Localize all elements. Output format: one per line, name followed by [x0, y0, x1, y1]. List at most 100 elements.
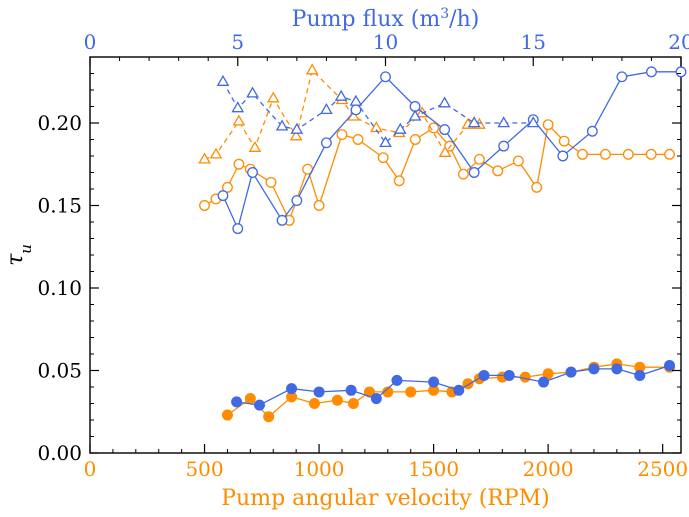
x-tick-label-top: 0 [84, 30, 97, 54]
series-line [204, 68, 480, 160]
series-line [204, 123, 670, 223]
open-circle-marker [380, 71, 391, 83]
open-circle-marker [428, 122, 440, 134]
triangle-marker [334, 89, 348, 101]
filled-circle-marker [308, 398, 320, 409]
y-tick-label: 0.10 [37, 276, 82, 300]
open-circle-marker [233, 158, 245, 170]
filled-circle-marker [478, 369, 490, 381]
x-tick-label-bottom: 1500 [408, 457, 459, 481]
filled-circle-marker [231, 396, 243, 408]
filled-circle-marker [244, 393, 256, 405]
triangle-marker [275, 119, 289, 131]
triangle-marker [290, 122, 304, 134]
triangle-marker [209, 147, 223, 159]
triangle-marker [231, 101, 245, 113]
open-circle-marker [291, 195, 303, 207]
series-line [227, 363, 670, 418]
x-axis-title-top: Pump flux (m3/h) [292, 6, 480, 32]
filled-circle-marker [370, 393, 382, 405]
series-layer [198, 63, 687, 423]
open-circle-marker [199, 200, 210, 211]
x-tick-label-top: 20 [668, 30, 689, 54]
open-circle-marker [512, 155, 524, 167]
triangle-marker [248, 141, 262, 152]
open-circle-marker [586, 125, 598, 137]
x-tick-label-top: 10 [373, 30, 398, 54]
filled-circle-marker [565, 366, 577, 378]
x-axis-title-bottom: Pump angular velocity (RPM) [221, 486, 550, 511]
open-circle-marker [350, 104, 362, 116]
y-tick-label: 0.05 [37, 359, 82, 383]
open-circle-marker [599, 148, 611, 160]
open-circle-marker [646, 66, 657, 78]
filled-circle-marker [313, 386, 325, 398]
x-tick-label-top: 5 [231, 30, 244, 54]
open-circle-marker [439, 124, 451, 136]
filled-circle-marker [519, 371, 531, 383]
open-circle-marker [276, 214, 288, 226]
filled-circle-marker [664, 360, 676, 372]
triangle-marker [438, 96, 451, 108]
open-circle-marker [313, 200, 325, 211]
x-tick-label-bottom: 0 [84, 457, 97, 481]
y-axis-title: τu [3, 244, 35, 266]
filled-circle-marker [331, 394, 343, 406]
y-tick-label: 0.20 [37, 111, 82, 135]
filled-circle-marker [453, 384, 465, 396]
filled-circle-marker [405, 386, 417, 398]
open-circle-marker [393, 175, 405, 187]
series-2 [217, 66, 687, 235]
open-circle-marker [247, 167, 258, 178]
series-1 [198, 63, 486, 164]
open-circle-marker [498, 140, 510, 152]
triangle-marker [198, 152, 211, 164]
open-circle-marker [664, 148, 675, 160]
x-tick-label-bottom: 2000 [523, 457, 574, 481]
triangle-marker [497, 116, 511, 128]
triangle-marker [266, 91, 280, 103]
triangle-marker [216, 74, 230, 86]
x-tick-label-bottom: 2500 [637, 457, 688, 481]
x-tick-label-top: 15 [521, 30, 546, 54]
x-tick-label-bottom: 1000 [294, 457, 345, 481]
filled-circle-marker [347, 398, 359, 409]
triangle-marker [467, 116, 481, 128]
filled-circle-marker [286, 383, 298, 395]
open-circle-marker [377, 152, 389, 164]
open-circle-marker [542, 119, 554, 131]
triangle-marker [369, 121, 383, 133]
triangle-marker [438, 145, 452, 157]
triangle-marker [408, 109, 422, 121]
open-circle-marker [457, 168, 469, 180]
triangle-marker [320, 102, 333, 115]
filled-circle-marker [382, 386, 394, 398]
series-0 [199, 119, 675, 226]
open-circle-marker [217, 190, 229, 202]
open-circle-marker [352, 134, 364, 145]
filled-circle-marker [634, 369, 646, 381]
triangle-marker [526, 116, 540, 128]
open-circle-marker [577, 148, 588, 160]
filled-circle-marker [611, 363, 623, 375]
filled-circle-marker [345, 384, 357, 396]
y-tick-label: 0.00 [37, 441, 82, 465]
triangle-marker [393, 122, 407, 134]
open-circle-marker [232, 223, 244, 235]
y-tick-label: 0.15 [37, 194, 82, 218]
filled-circle-marker [538, 376, 550, 388]
open-circle-marker [409, 134, 421, 145]
open-circle-marker [616, 71, 628, 83]
filled-circle-marker [221, 409, 233, 421]
triangle-marker [379, 135, 392, 148]
filled-circle-marker [428, 376, 440, 388]
open-circle-marker [531, 181, 543, 193]
series-5 [231, 360, 676, 411]
x-tick-label-bottom: 500 [185, 457, 223, 481]
open-circle-marker [675, 66, 687, 78]
ticks-layer: 0 500 1000 1500 2000 2500 0 5 10 15 20 0.00 0.05 0.10… [37, 30, 689, 481]
filled-circle-marker [263, 411, 275, 423]
triangle-marker [349, 94, 363, 106]
open-circle-marker [558, 135, 570, 147]
